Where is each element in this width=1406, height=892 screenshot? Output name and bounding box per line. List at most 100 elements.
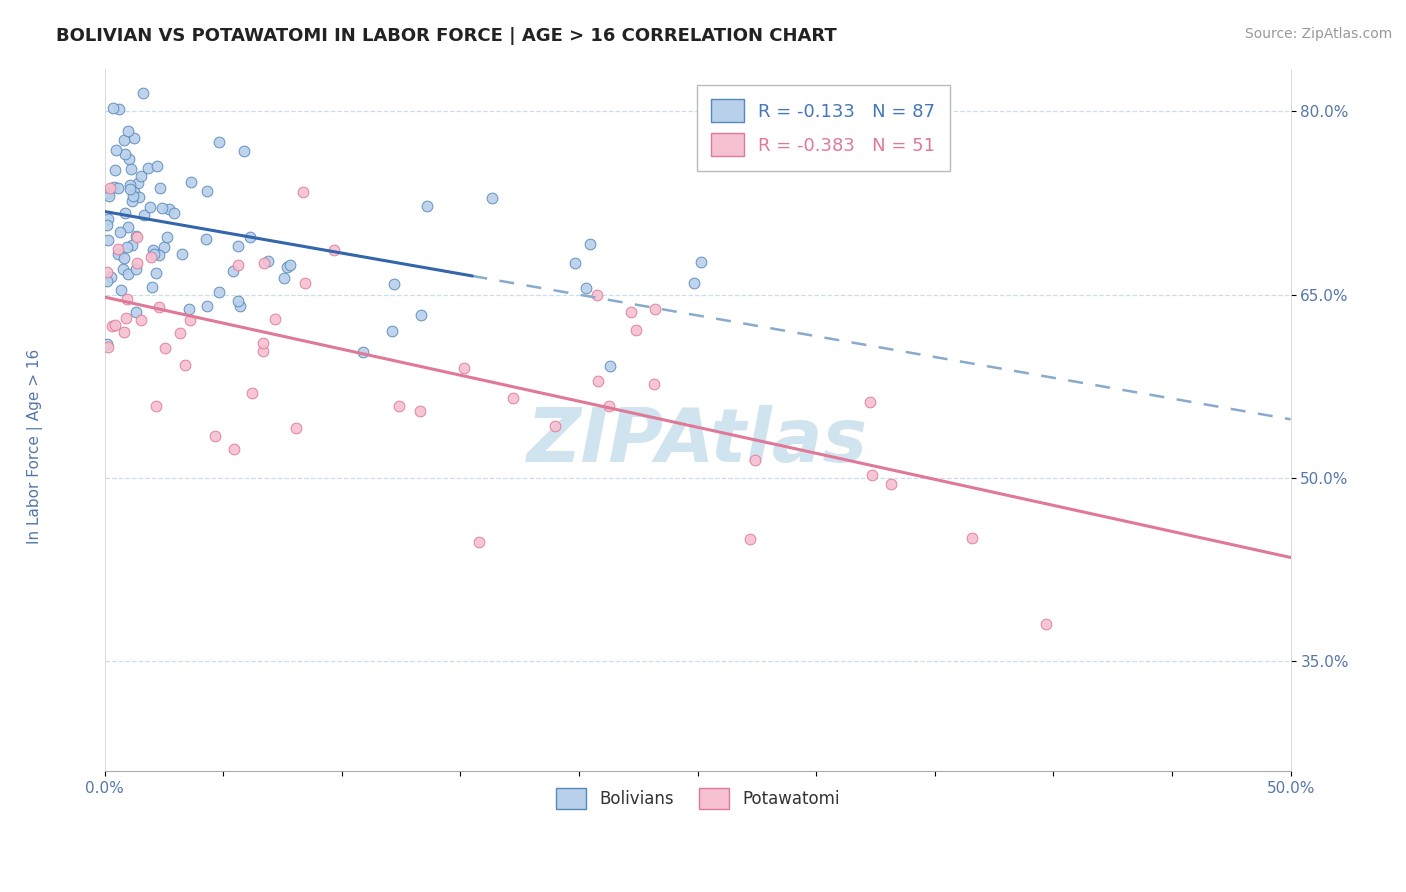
Point	[145, 399, 167, 413]
Point	[179, 302, 201, 317]
Point	[382, 277, 405, 291]
Point	[114, 206, 136, 220]
Point	[120, 161, 142, 176]
Point	[195, 184, 218, 198]
Point	[544, 418, 567, 433]
Point	[128, 189, 150, 203]
Point	[644, 301, 666, 316]
Point	[120, 182, 142, 196]
Point	[96, 274, 118, 288]
Point	[222, 442, 245, 456]
Point	[104, 162, 127, 177]
Point	[586, 288, 609, 302]
Point	[107, 247, 129, 261]
Point	[208, 135, 231, 149]
Point	[98, 181, 121, 195]
Text: BOLIVIAN VS POTAWATOMI IN LABOR FORCE | AGE > 16 CORRELATION CHART: BOLIVIAN VS POTAWATOMI IN LABOR FORCE | …	[56, 27, 837, 45]
Point	[101, 318, 124, 333]
Point	[1035, 616, 1057, 631]
Point	[107, 242, 129, 256]
Point	[96, 218, 118, 232]
Point	[97, 186, 120, 200]
Point	[120, 178, 142, 192]
Point	[174, 359, 197, 373]
Point	[114, 311, 136, 326]
Point	[233, 144, 256, 158]
Point	[263, 312, 285, 326]
Point	[148, 300, 170, 314]
Point	[132, 208, 155, 222]
Point	[129, 169, 152, 184]
Point	[226, 294, 249, 309]
Point	[221, 264, 243, 278]
Point	[112, 133, 135, 147]
Point	[96, 336, 118, 351]
Point	[139, 250, 162, 264]
Point	[156, 230, 179, 244]
Point	[352, 344, 374, 359]
Point	[880, 477, 903, 491]
Point	[117, 220, 139, 235]
Point	[169, 326, 191, 340]
Point	[125, 229, 148, 244]
Point	[121, 194, 143, 208]
Point	[240, 385, 263, 400]
Point	[118, 152, 141, 166]
Point	[104, 318, 127, 332]
Point	[388, 399, 411, 413]
Point	[564, 256, 586, 270]
Point	[578, 237, 600, 252]
Point	[291, 185, 314, 199]
Point	[226, 258, 249, 272]
Point	[125, 229, 148, 244]
Point	[153, 240, 176, 254]
Point	[740, 532, 762, 546]
Point	[744, 452, 766, 467]
Point	[502, 391, 524, 405]
Point	[107, 180, 129, 194]
Text: In Labor Force | Age > 16: In Labor Force | Age > 16	[27, 349, 44, 543]
Point	[101, 101, 124, 115]
Point	[481, 192, 503, 206]
Point	[208, 285, 231, 300]
Point	[252, 335, 274, 350]
Point	[122, 188, 145, 202]
Point	[252, 343, 274, 358]
Point	[598, 399, 620, 413]
Point	[117, 267, 139, 281]
Point	[145, 266, 167, 280]
Point	[108, 102, 131, 116]
Point	[163, 205, 186, 219]
Point	[122, 185, 145, 199]
Point	[195, 299, 218, 313]
Point	[253, 256, 276, 270]
Point	[408, 404, 430, 418]
Point	[273, 270, 295, 285]
Point	[194, 232, 217, 246]
Point	[574, 281, 596, 295]
Point	[103, 179, 125, 194]
Point	[142, 247, 165, 261]
Point	[294, 276, 316, 290]
Point	[97, 233, 120, 247]
Point	[172, 247, 194, 261]
Text: ZIPAtlas: ZIPAtlas	[527, 405, 868, 477]
Point	[117, 124, 139, 138]
Point	[960, 531, 983, 545]
Point	[125, 256, 148, 270]
Point	[112, 261, 135, 276]
Point	[860, 467, 883, 482]
Point	[110, 283, 132, 297]
Point	[125, 261, 148, 276]
Point	[146, 159, 169, 173]
Point	[226, 239, 249, 253]
Point	[139, 201, 162, 215]
Point	[125, 305, 148, 319]
Point	[285, 421, 308, 435]
Point	[141, 279, 163, 293]
Point	[620, 305, 643, 319]
Point	[323, 243, 346, 257]
Point	[409, 308, 432, 322]
Point	[624, 323, 647, 337]
Point	[179, 313, 201, 327]
